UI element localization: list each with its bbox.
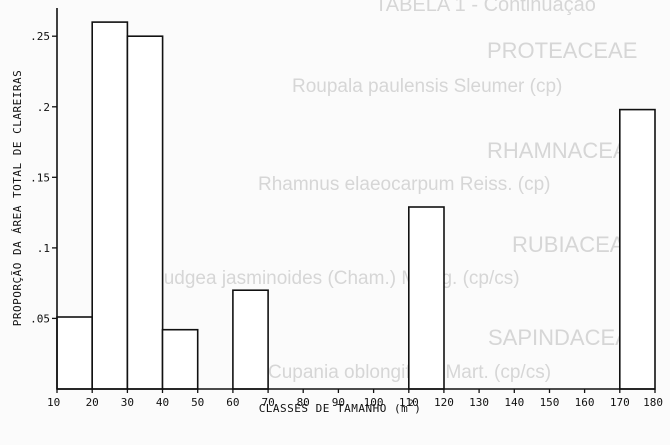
x-tick-label: 120: [434, 396, 454, 409]
bars-layer: [56, 21, 656, 390]
x-axis-label: CLASSES DE TAMANHO (m2): [259, 399, 422, 415]
x-axis-label-superscript: 2: [408, 399, 414, 409]
x-tick-label: 90: [332, 396, 345, 409]
bar-60-70: [232, 289, 269, 390]
x-axis-label-suffix: ): [414, 402, 421, 415]
y-tick-label: .1: [37, 242, 50, 255]
x-tick-label: 170: [610, 396, 630, 409]
x-tick-label: 80: [297, 396, 310, 409]
x-tick-label: 30: [121, 396, 134, 409]
x-tick-label: 60: [226, 396, 239, 409]
x-tick-label: 10: [47, 396, 60, 409]
bar-30-40: [126, 35, 164, 390]
x-tick-label: 70: [261, 396, 274, 409]
bar-110-120: [407, 206, 445, 390]
ticks-layer: .05 .1 .15 .2 .25 10 20 30 40 50 60 70 80 90 100 110 120…: [30, 30, 663, 409]
x-tick-label: 110: [399, 396, 419, 409]
x-tick-label: 140: [504, 396, 524, 409]
bar-170-180: [618, 108, 656, 390]
bar-40-50: [161, 328, 199, 390]
x-tick-label: 160: [575, 396, 595, 409]
x-tick-label: 50: [191, 396, 204, 409]
y-axis-label: PROPORÇÃO DA ÁREA TOTAL DE CLAREIRAS: [11, 70, 24, 326]
x-axis-label-main: CLASSES DE TAMANHO (m: [259, 402, 409, 415]
bar-20-30: [91, 21, 129, 390]
x-tick-label: 100: [364, 396, 384, 409]
bar-10-20: [56, 316, 94, 390]
x-tick-label: 180: [643, 396, 663, 409]
x-tick-label: 130: [469, 396, 489, 409]
y-tick-label: .25: [30, 30, 50, 43]
y-tick-label: .05: [30, 312, 50, 325]
x-tick-label: 40: [156, 396, 169, 409]
y-tick-label: .15: [30, 171, 50, 184]
x-tick-label: 20: [86, 396, 99, 409]
axes-layer: [56, 8, 655, 390]
x-tick-label: 150: [540, 396, 560, 409]
y-tick-label: .2: [37, 101, 50, 114]
